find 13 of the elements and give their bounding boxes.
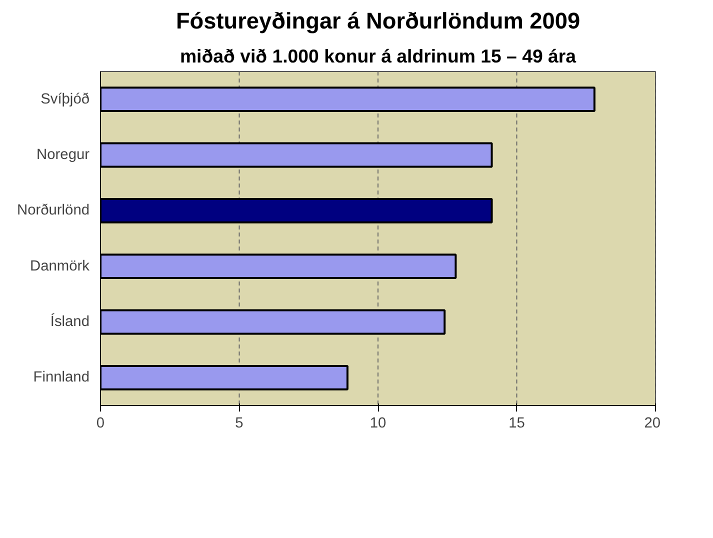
x-tick-label: 10 xyxy=(370,416,386,432)
y-tick-label: Norðurlönd xyxy=(16,202,90,219)
x-tick-label: 20 xyxy=(644,416,661,432)
chart-title: Fóstureyðingar á Norðurlöndum 2009 xyxy=(176,8,580,34)
y-tick-label: Finnland xyxy=(33,370,90,386)
x-tick-label: 5 xyxy=(235,416,244,432)
y-tick-label: Svíþjóð xyxy=(40,91,90,108)
y-tick-label: Noregur xyxy=(36,147,90,163)
chart-subtitle: miðað við 1.000 konur á aldrinum 15 – 49 ára xyxy=(180,46,577,66)
x-tick-label: 15 xyxy=(508,416,525,432)
x-tick-label: 0 xyxy=(96,416,105,432)
y-tick-label: Danmörk xyxy=(30,258,90,274)
y-tick-label: Ísland xyxy=(50,313,90,330)
